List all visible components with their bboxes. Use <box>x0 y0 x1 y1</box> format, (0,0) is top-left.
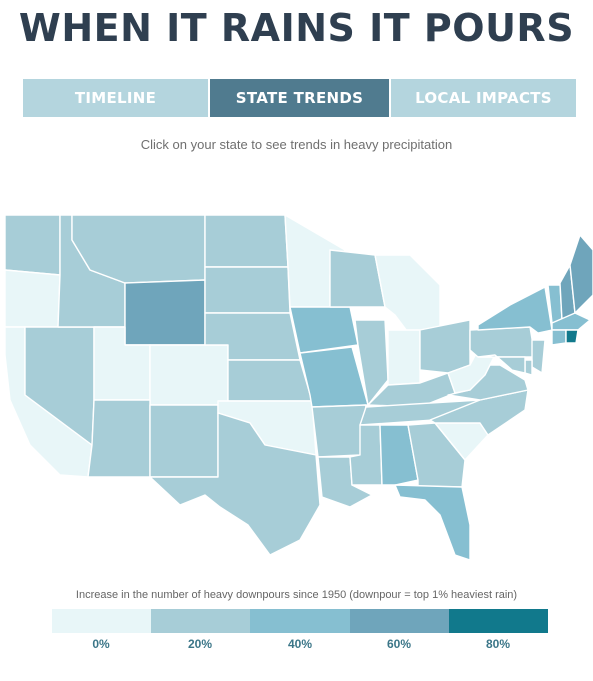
legend-labels: 0% 20% 40% 60% 80% <box>52 637 548 653</box>
state-nj[interactable] <box>531 339 546 374</box>
legend-label-0: 0% <box>92 637 110 651</box>
state-tx[interactable] <box>149 412 321 556</box>
state-ny[interactable] <box>477 286 553 334</box>
legend-color-scale <box>52 609 549 633</box>
state-ks[interactable] <box>227 359 313 402</box>
state-wv[interactable] <box>447 349 496 394</box>
tab-state-trends[interactable]: STATE TRENDS <box>208 79 389 117</box>
state-sd[interactable] <box>204 266 291 314</box>
state-wy[interactable] <box>124 279 206 346</box>
state-ar[interactable] <box>311 404 367 458</box>
state-ri[interactable] <box>565 329 579 344</box>
tab-local-impacts[interactable]: LOCAL IMPACTS <box>389 79 576 117</box>
state-or[interactable] <box>4 269 61 328</box>
state-de[interactable] <box>524 359 533 376</box>
state-me[interactable] <box>569 234 593 314</box>
legend-swatch-2 <box>250 609 350 633</box>
legend-label-1: 20% <box>187 637 213 651</box>
state-az[interactable] <box>87 399 151 478</box>
legend-swatch-3 <box>349 609 449 633</box>
legend-label-4: 80% <box>485 637 511 651</box>
state-wa[interactable] <box>4 214 61 276</box>
legend-swatch-1 <box>151 609 251 633</box>
state-mo[interactable] <box>299 346 369 408</box>
us-state-map <box>4 214 593 561</box>
state-ma[interactable] <box>551 312 591 331</box>
state-il[interactable] <box>354 319 389 406</box>
state-pa[interactable] <box>469 326 536 358</box>
state-ia[interactable] <box>289 306 359 354</box>
state-nm[interactable] <box>149 404 219 478</box>
tab-timeline[interactable]: TIMELINE <box>23 79 208 117</box>
page-title: WHEN IT RAINS IT POURS <box>18 6 575 50</box>
legend-label-3: 60% <box>386 637 412 651</box>
state-md[interactable] <box>477 354 526 374</box>
tab-bar: TIMELINE STATE TRENDS LOCAL IMPACTS <box>23 79 576 117</box>
state-oh[interactable] <box>419 319 471 374</box>
state-ct[interactable] <box>551 329 567 346</box>
state-in[interactable] <box>387 329 421 386</box>
legend-swatch-4 <box>448 609 549 633</box>
state-al[interactable] <box>379 424 419 486</box>
state-fl[interactable] <box>394 484 471 561</box>
map-instruction: Click on your state to see trends in hea… <box>140 137 453 152</box>
legend-label-2: 40% <box>287 637 313 651</box>
legend-swatch-0 <box>52 609 152 633</box>
legend-caption: Increase in the number of heavy downpour… <box>75 589 518 601</box>
state-co[interactable] <box>149 344 229 406</box>
state-nd[interactable] <box>204 214 289 268</box>
